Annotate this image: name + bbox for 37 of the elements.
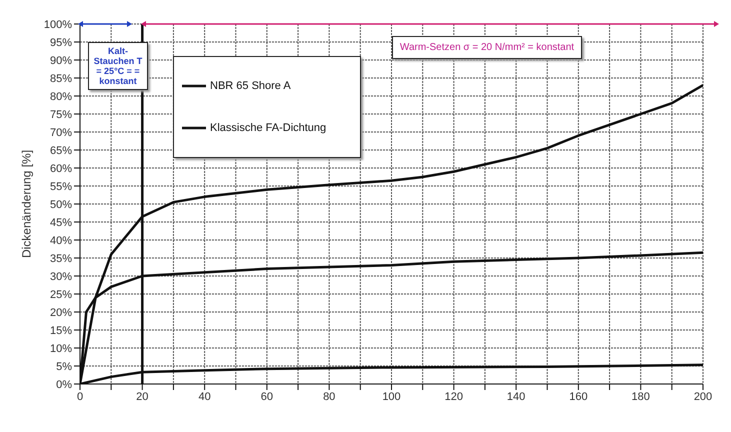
- y-tick-label: 40%: [50, 234, 72, 247]
- x-tick-label: 40: [198, 390, 211, 403]
- x-tick-label: 100: [382, 390, 401, 403]
- y-tick-label: 15%: [50, 324, 72, 337]
- x-tick-label: 160: [569, 390, 588, 403]
- x-tick-label: 140: [506, 390, 526, 403]
- y-tick-label: 10%: [50, 342, 72, 355]
- x-tick-label: 180: [632, 390, 650, 403]
- annotation: Kalt-Stauchen T = 25°C = = konstant: [88, 42, 148, 90]
- y-tick-label: 30%: [50, 270, 72, 283]
- y-tick-label: 5%: [56, 360, 72, 373]
- annotation: Warm-Setzen σ = 20 N/mm² = konstant: [392, 36, 582, 59]
- y-axis-title: Dickenänderung [%]: [19, 150, 34, 258]
- y-tick-label: 35%: [50, 252, 72, 265]
- y-tick-label: 95%: [50, 36, 72, 49]
- x-tick-label: 120: [444, 390, 463, 403]
- y-tick-label: 50%: [50, 198, 72, 211]
- x-tick-label: 20: [136, 390, 148, 403]
- y-tick-label: 60%: [50, 162, 72, 175]
- y-tick-label: 100%: [44, 18, 72, 31]
- y-tick-label: 20%: [50, 306, 72, 319]
- x-tick-label: 60: [260, 390, 274, 403]
- legend-label: Klassische FA-Dichtung: [210, 122, 326, 134]
- x-tick-label: 0: [76, 390, 84, 403]
- y-tick-label: 75%: [50, 108, 72, 121]
- y-tick-label: 0%: [56, 378, 72, 391]
- legend-label: NBR 65 Shore A: [210, 80, 291, 92]
- y-tick-label: 45%: [50, 216, 72, 229]
- y-tick-label: 85%: [50, 72, 72, 85]
- x-tick-label: 80: [323, 390, 336, 403]
- x-tick-label: 200: [694, 390, 712, 403]
- y-tick-label: 70%: [50, 126, 72, 139]
- y-tick-label: 90%: [50, 54, 72, 67]
- y-tick-label: 55%: [50, 180, 72, 193]
- y-tick-label: 25%: [50, 288, 72, 301]
- y-tick-label: 80%: [50, 90, 72, 103]
- y-tick-label: 65%: [50, 144, 72, 157]
